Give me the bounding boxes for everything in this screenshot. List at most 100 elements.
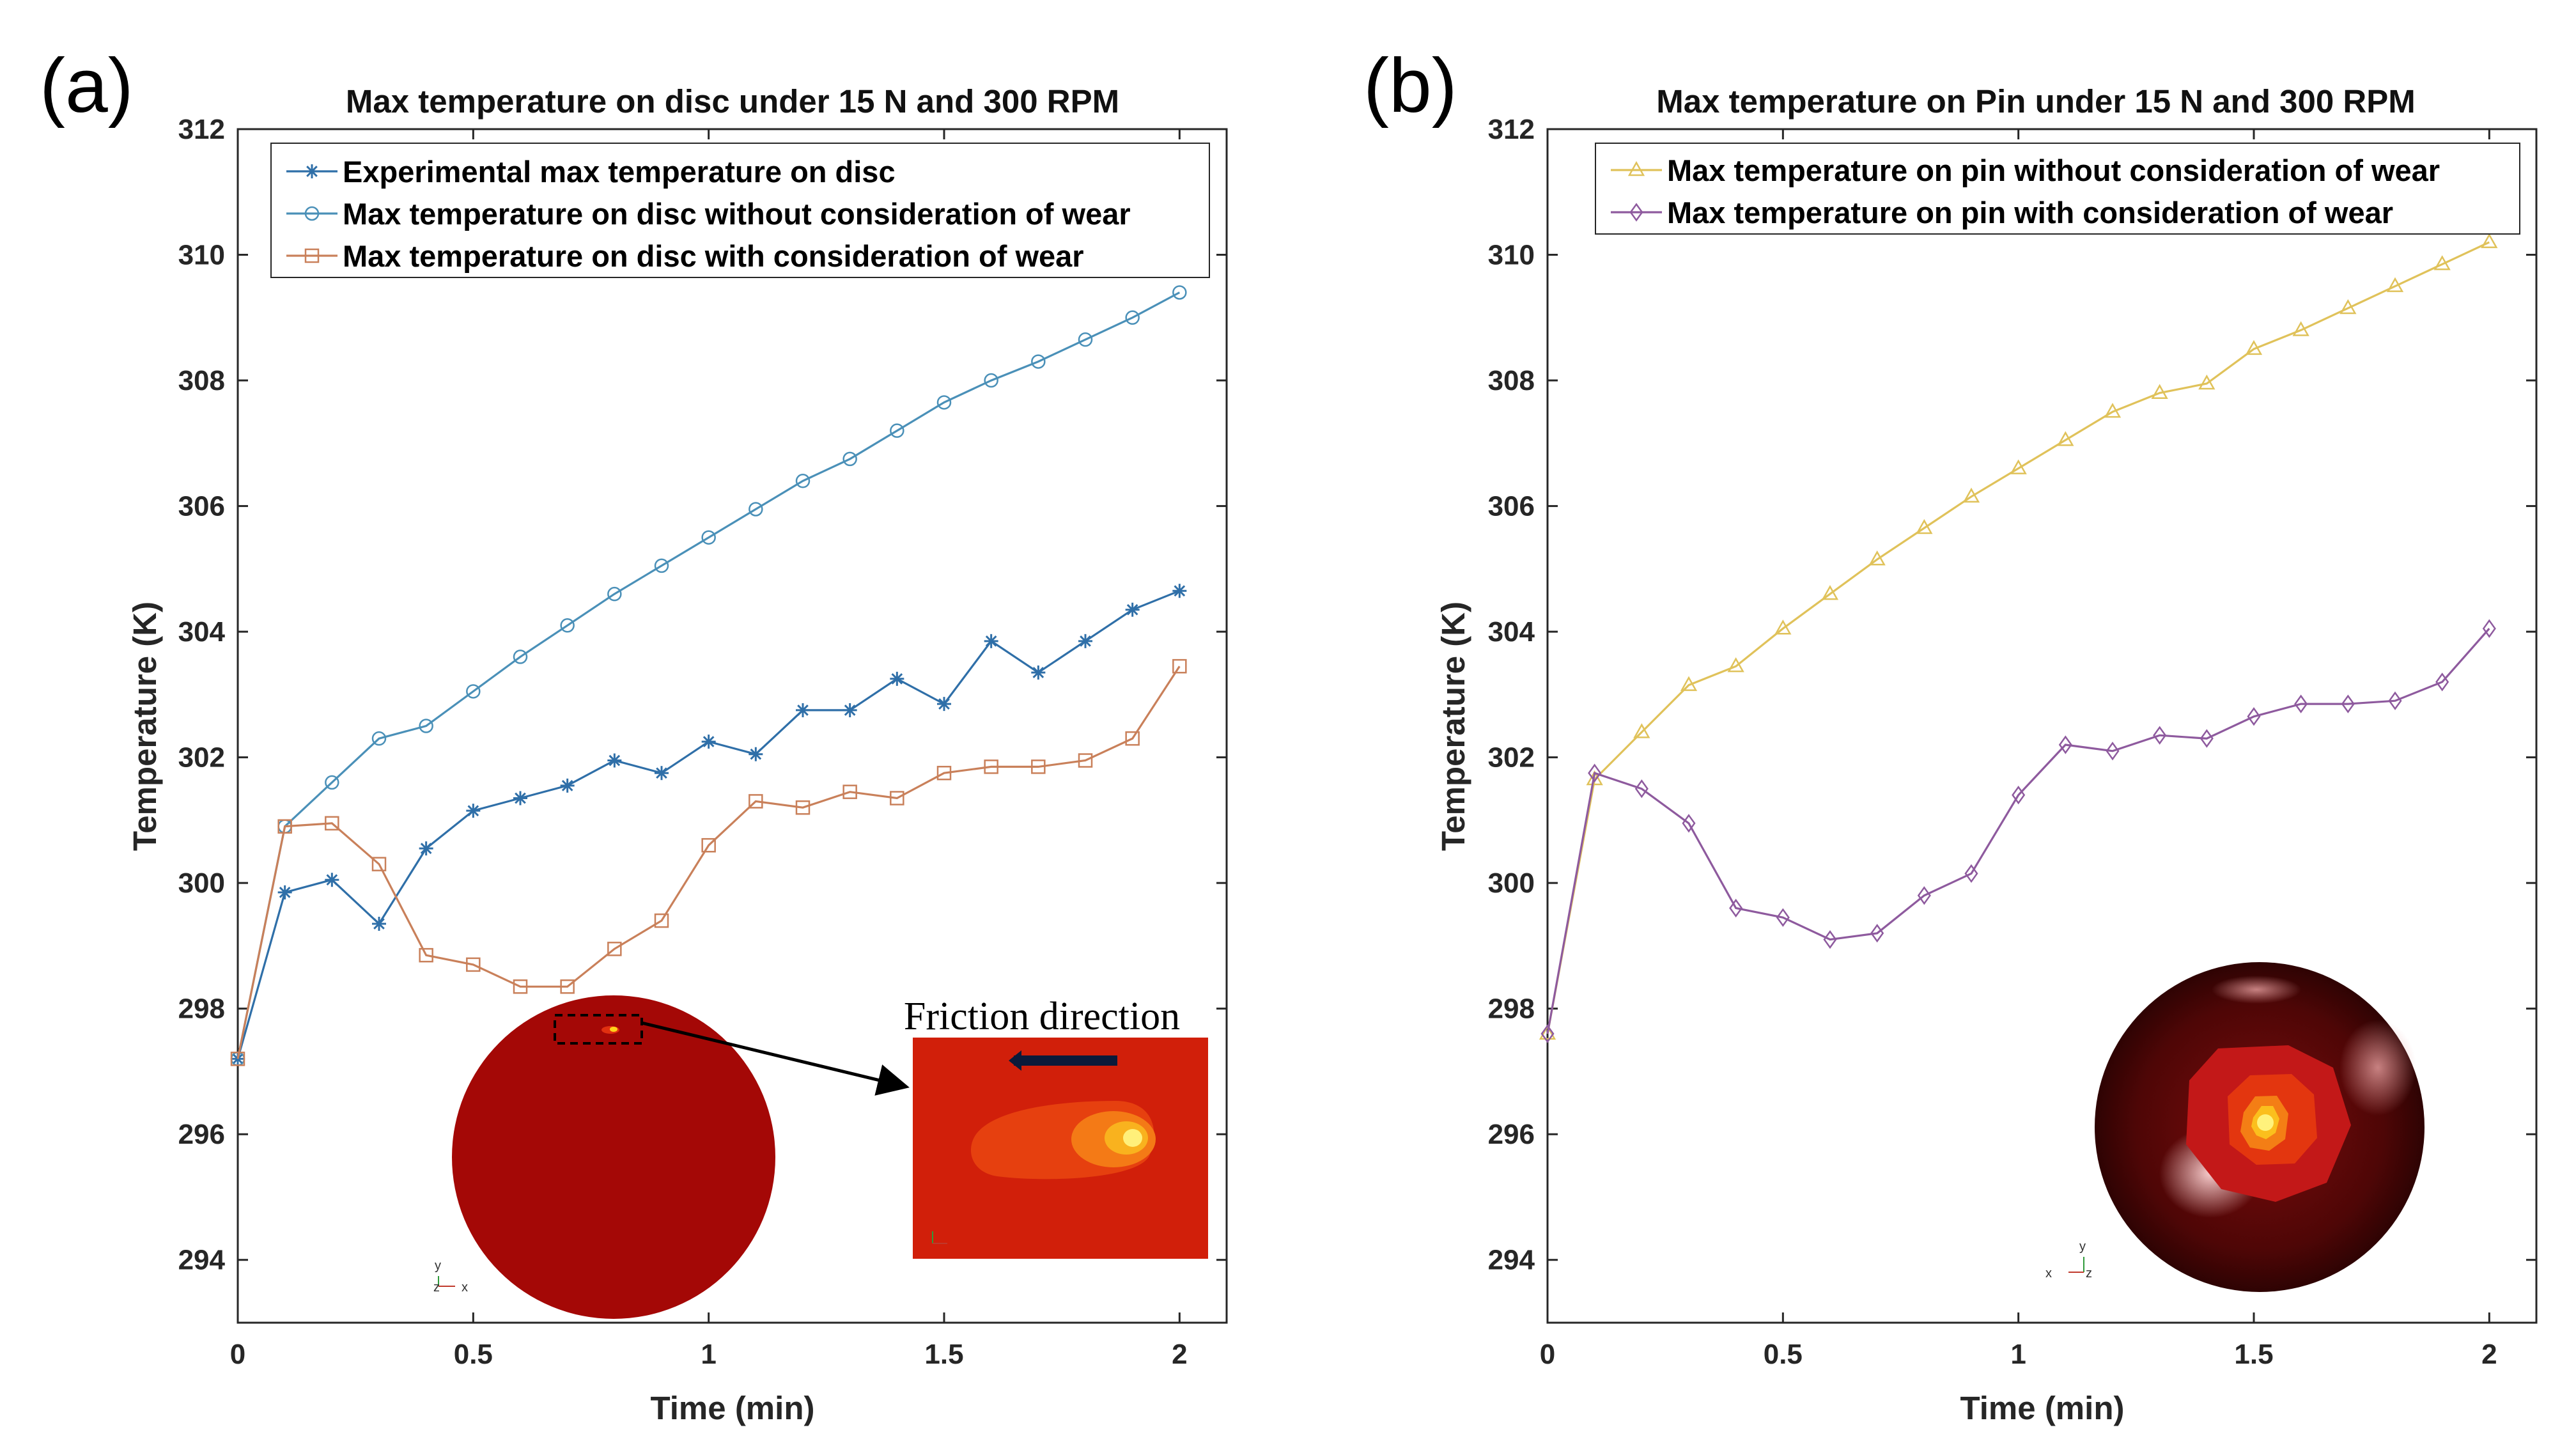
data-point (2151, 384, 2168, 399)
data-point (2247, 707, 2261, 726)
legend-marker (305, 164, 319, 178)
data-point (701, 530, 716, 545)
data-point (1633, 723, 1650, 738)
data-point (749, 794, 763, 809)
x-tick-label: 1.5 (924, 1339, 963, 1370)
x-tick: 2 (1172, 129, 1188, 1370)
data-point (2104, 403, 2122, 418)
data-point (2010, 459, 2027, 474)
data-point (2482, 619, 2496, 638)
data-point (936, 395, 952, 410)
y-tick-label: 300 (1488, 868, 1535, 899)
y-tick-label: 298 (178, 993, 225, 1025)
y-tick: 302 (178, 742, 1227, 774)
y-tick-label: 302 (178, 742, 225, 774)
data-point (2106, 742, 2120, 761)
panel-a-legend: Experimental max temperature on disc Max… (270, 143, 1210, 278)
data-point (372, 917, 386, 931)
data-point (277, 885, 292, 899)
legend-b-entry-1: Max temperature on pin without considera… (1667, 153, 2440, 187)
panel-b: (b) Max temperature on Pin under 15 N an… (1363, 43, 2538, 1426)
friction-arrow-head-icon (1009, 1050, 1021, 1071)
disc-triad-x: x (462, 1281, 468, 1295)
data-point (2294, 694, 2308, 713)
x-tick-label: 2 (2481, 1339, 2497, 1370)
panel-b-series (1539, 233, 2498, 1043)
legend-marker (304, 248, 320, 263)
data-point (325, 816, 339, 831)
data-point (1031, 354, 1046, 369)
data-point (2435, 673, 2449, 692)
data-point (890, 671, 904, 686)
y-tick: 298 (178, 993, 1227, 1025)
y-tick: 296 (1488, 1119, 2536, 1150)
x-tick-label: 0 (1540, 1339, 1555, 1370)
panel-a-legend-box (270, 143, 1210, 278)
y-tick-label: 294 (178, 1245, 226, 1276)
data-point (937, 697, 951, 712)
data-point (842, 703, 857, 717)
panel-b-plot-area (1546, 128, 2538, 1324)
data-point (371, 731, 387, 746)
x-tick: 1 (2010, 129, 2026, 1370)
data-point (607, 586, 622, 602)
x-tick: 0 (230, 129, 245, 1370)
data-point (1125, 731, 1140, 746)
data-point (701, 735, 716, 749)
data-point (1540, 1024, 1555, 1043)
panel-a-ticks: 0 0.5 1 1.5 2 294 296 298 300 302 304 306 308 310 312 (178, 114, 1227, 1370)
disc-hotspot-core (610, 1027, 617, 1032)
data-point (230, 1052, 245, 1066)
data-point (2057, 431, 2074, 446)
data-point (1125, 310, 1140, 325)
pin-highlight-top (2212, 976, 2301, 1004)
panel-b-letter: (b) (1363, 43, 1457, 128)
data-point (560, 979, 575, 994)
data-point (984, 634, 998, 648)
series-line (1546, 241, 2490, 1034)
data-point (1729, 898, 1743, 918)
data-point (513, 791, 527, 806)
panel-a-ylabel: Temperature (K) (127, 602, 163, 851)
data-point (466, 957, 481, 972)
panel-a-title: Max temperature on disc under 15 N and 3… (346, 83, 1119, 120)
data-point (984, 759, 998, 774)
data-point (560, 778, 575, 793)
y-tick-label: 308 (1488, 365, 1535, 396)
series-line (1546, 628, 2490, 1034)
x-tick-label: 0.5 (1764, 1339, 1803, 1370)
data-point (2481, 233, 2498, 249)
data-point (2341, 694, 2355, 713)
data-point (1539, 1024, 1556, 1040)
data-point (1078, 634, 1092, 648)
data-point (1776, 908, 1790, 927)
data-point (466, 804, 481, 818)
disc-triad-y: y (435, 1259, 441, 1273)
data-point (796, 703, 810, 717)
y-tick-label: 310 (178, 240, 225, 271)
x-tick: 1.5 (2234, 129, 2274, 1370)
x-tick: 1 (701, 129, 717, 1370)
data-point (2058, 735, 2072, 754)
y-tick: 312 (178, 114, 1227, 145)
data-point (654, 558, 669, 573)
data-point (2433, 255, 2451, 270)
legend-a-entry-1: Experimental max temperature on disc (343, 155, 896, 189)
x-tick-label: 0.5 (454, 1339, 493, 1370)
legend-marker (304, 206, 320, 221)
pin-axis-triad: y x z (2045, 1240, 2092, 1281)
pin-triad-x: x (2045, 1266, 2052, 1281)
data-point (1868, 550, 1886, 566)
friction-direction-label: Friction direction (904, 995, 1180, 1038)
x-tick: 2 (2481, 129, 2497, 1370)
series-line (237, 589, 1180, 1059)
data-point (1964, 864, 1978, 884)
data-point (1821, 585, 1839, 600)
data-point (1962, 487, 1980, 503)
y-tick-label: 300 (178, 868, 225, 899)
data-point (513, 650, 528, 664)
data-point (749, 747, 763, 761)
panel-b-ticks: 0 0.5 1 1.5 2 294 296 298 300 302 304 306 308 310 312 (1488, 114, 2536, 1370)
legend-swatch (1611, 203, 1662, 222)
y-tick: 300 (178, 868, 1227, 899)
